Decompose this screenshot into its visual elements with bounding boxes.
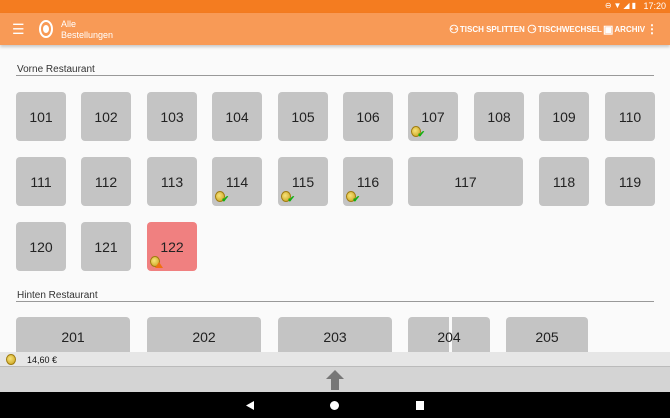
table-label: 114: [225, 173, 249, 190]
home-icon[interactable]: [330, 401, 339, 410]
table-label: 119: [618, 173, 642, 190]
menu-icon[interactable]: ☰: [12, 21, 25, 37]
table-106[interactable]: 106: [343, 92, 393, 141]
table-104[interactable]: 104: [212, 92, 262, 141]
table-label: 202: [192, 329, 216, 345]
section-title: Vorne Restaurant: [17, 64, 95, 75]
table-107[interactable]: 107 ✔: [408, 92, 458, 141]
split-table-button[interactable]: ⚇ TISCH SPLITTEN: [449, 23, 525, 36]
table-116[interactable]: 116 ✔: [343, 157, 393, 206]
table-101[interactable]: 101: [16, 92, 66, 141]
change-table-button[interactable]: ⚆ TISCHWECHSEL: [527, 23, 602, 36]
table-109[interactable]: 109: [539, 92, 589, 141]
split-table-icon: ⚇: [449, 24, 459, 36]
table-117[interactable]: 117: [408, 157, 523, 206]
table-112[interactable]: 112: [81, 157, 131, 206]
change-table-icon: ⚆: [527, 24, 537, 36]
table-111[interactable]: 111: [16, 157, 66, 206]
section-divider: [16, 75, 654, 76]
table-label: 203: [323, 329, 347, 345]
archive-button[interactable]: ▣ ARCHIV: [603, 23, 645, 36]
coin-check-icon: ✔: [281, 191, 295, 204]
table-label: 105: [291, 108, 315, 125]
change-table-label: TISCHWECHSEL: [537, 25, 602, 34]
split-table-label: TISCH SPLITTEN: [459, 25, 525, 34]
archive-label: ARCHIV: [614, 25, 646, 34]
table-201[interactable]: 201: [16, 317, 130, 357]
table-label: 109: [552, 108, 576, 125]
table-label: 112: [94, 173, 118, 190]
recents-icon[interactable]: [416, 401, 424, 410]
table-label: 113: [160, 173, 184, 190]
table-label: 106: [356, 108, 380, 125]
table-label: 115: [291, 173, 315, 190]
table-label: 201: [61, 329, 85, 345]
table-204[interactable]: 204: [408, 317, 490, 357]
table-label: 103: [160, 108, 184, 125]
table-113[interactable]: 113: [147, 157, 197, 206]
coin-warning-icon: [150, 256, 163, 268]
total-amount: 14,60 €: [27, 355, 58, 365]
table-120[interactable]: 120: [16, 222, 66, 271]
status-time: 17:20: [643, 1, 666, 11]
table-label: 118: [552, 173, 576, 190]
table-label: 121: [94, 238, 118, 255]
back-icon[interactable]: [246, 401, 254, 410]
coin-icon: [6, 354, 16, 365]
table-label: 108: [487, 108, 511, 125]
coin-check-icon: ✔: [215, 191, 229, 204]
section-divider: [16, 301, 654, 302]
table-label: 204: [437, 329, 461, 345]
table-103[interactable]: 103: [147, 92, 197, 141]
table-label: 120: [29, 238, 53, 255]
table-105[interactable]: 105: [278, 92, 328, 141]
table-label: 122: [160, 238, 184, 255]
table-108[interactable]: 108: [474, 92, 524, 141]
table-label: 111: [30, 173, 52, 190]
table-label: 101: [29, 108, 53, 125]
table-label: 102: [94, 108, 118, 125]
status-icons: ⊖▼◢▮: [604, 1, 638, 10]
coin-check-icon: ✔: [346, 191, 360, 204]
table-115[interactable]: 115 ✔: [278, 157, 328, 206]
table-label: 117: [454, 173, 477, 190]
table-205[interactable]: 205: [506, 317, 588, 357]
table-118[interactable]: 118: [539, 157, 589, 206]
table-114[interactable]: 114 ✔: [212, 157, 262, 206]
table-203[interactable]: 203: [278, 317, 392, 357]
summary-bar: 14,60 €: [0, 352, 670, 367]
expand-bar[interactable]: [0, 367, 670, 392]
table-label: 205: [535, 329, 559, 345]
table-110[interactable]: 110: [605, 92, 655, 141]
title-line1: Alle: [61, 19, 77, 29]
table-122[interactable]: 122: [147, 222, 197, 271]
table-202[interactable]: 202: [147, 317, 261, 357]
table-label: 107: [421, 108, 445, 125]
logo-icon: [39, 20, 53, 38]
coin-check-icon: ✔: [411, 126, 425, 139]
archive-icon: ▣: [603, 24, 614, 36]
table-label: 116: [356, 173, 380, 190]
table-label: 104: [225, 108, 249, 125]
table-119[interactable]: 119: [605, 157, 655, 206]
table-102[interactable]: 102: [81, 92, 131, 141]
page-title: Alle Bestellungen: [61, 19, 113, 41]
arrow-up-icon[interactable]: [326, 370, 344, 390]
app-bar: ☰ Alle Bestellungen ⚇ TISCH SPLITTEN ⚆ TIS…: [0, 13, 670, 45]
more-options-icon[interactable]: ⋮: [646, 22, 658, 36]
status-bar: ⊖▼◢▮ 17:20: [0, 0, 670, 13]
navigation-bar: [0, 392, 670, 418]
section-title: Hinten Restaurant: [17, 290, 98, 301]
table-121[interactable]: 121: [81, 222, 131, 271]
title-line2: Bestellungen: [61, 30, 114, 40]
table-label: 110: [618, 108, 642, 125]
